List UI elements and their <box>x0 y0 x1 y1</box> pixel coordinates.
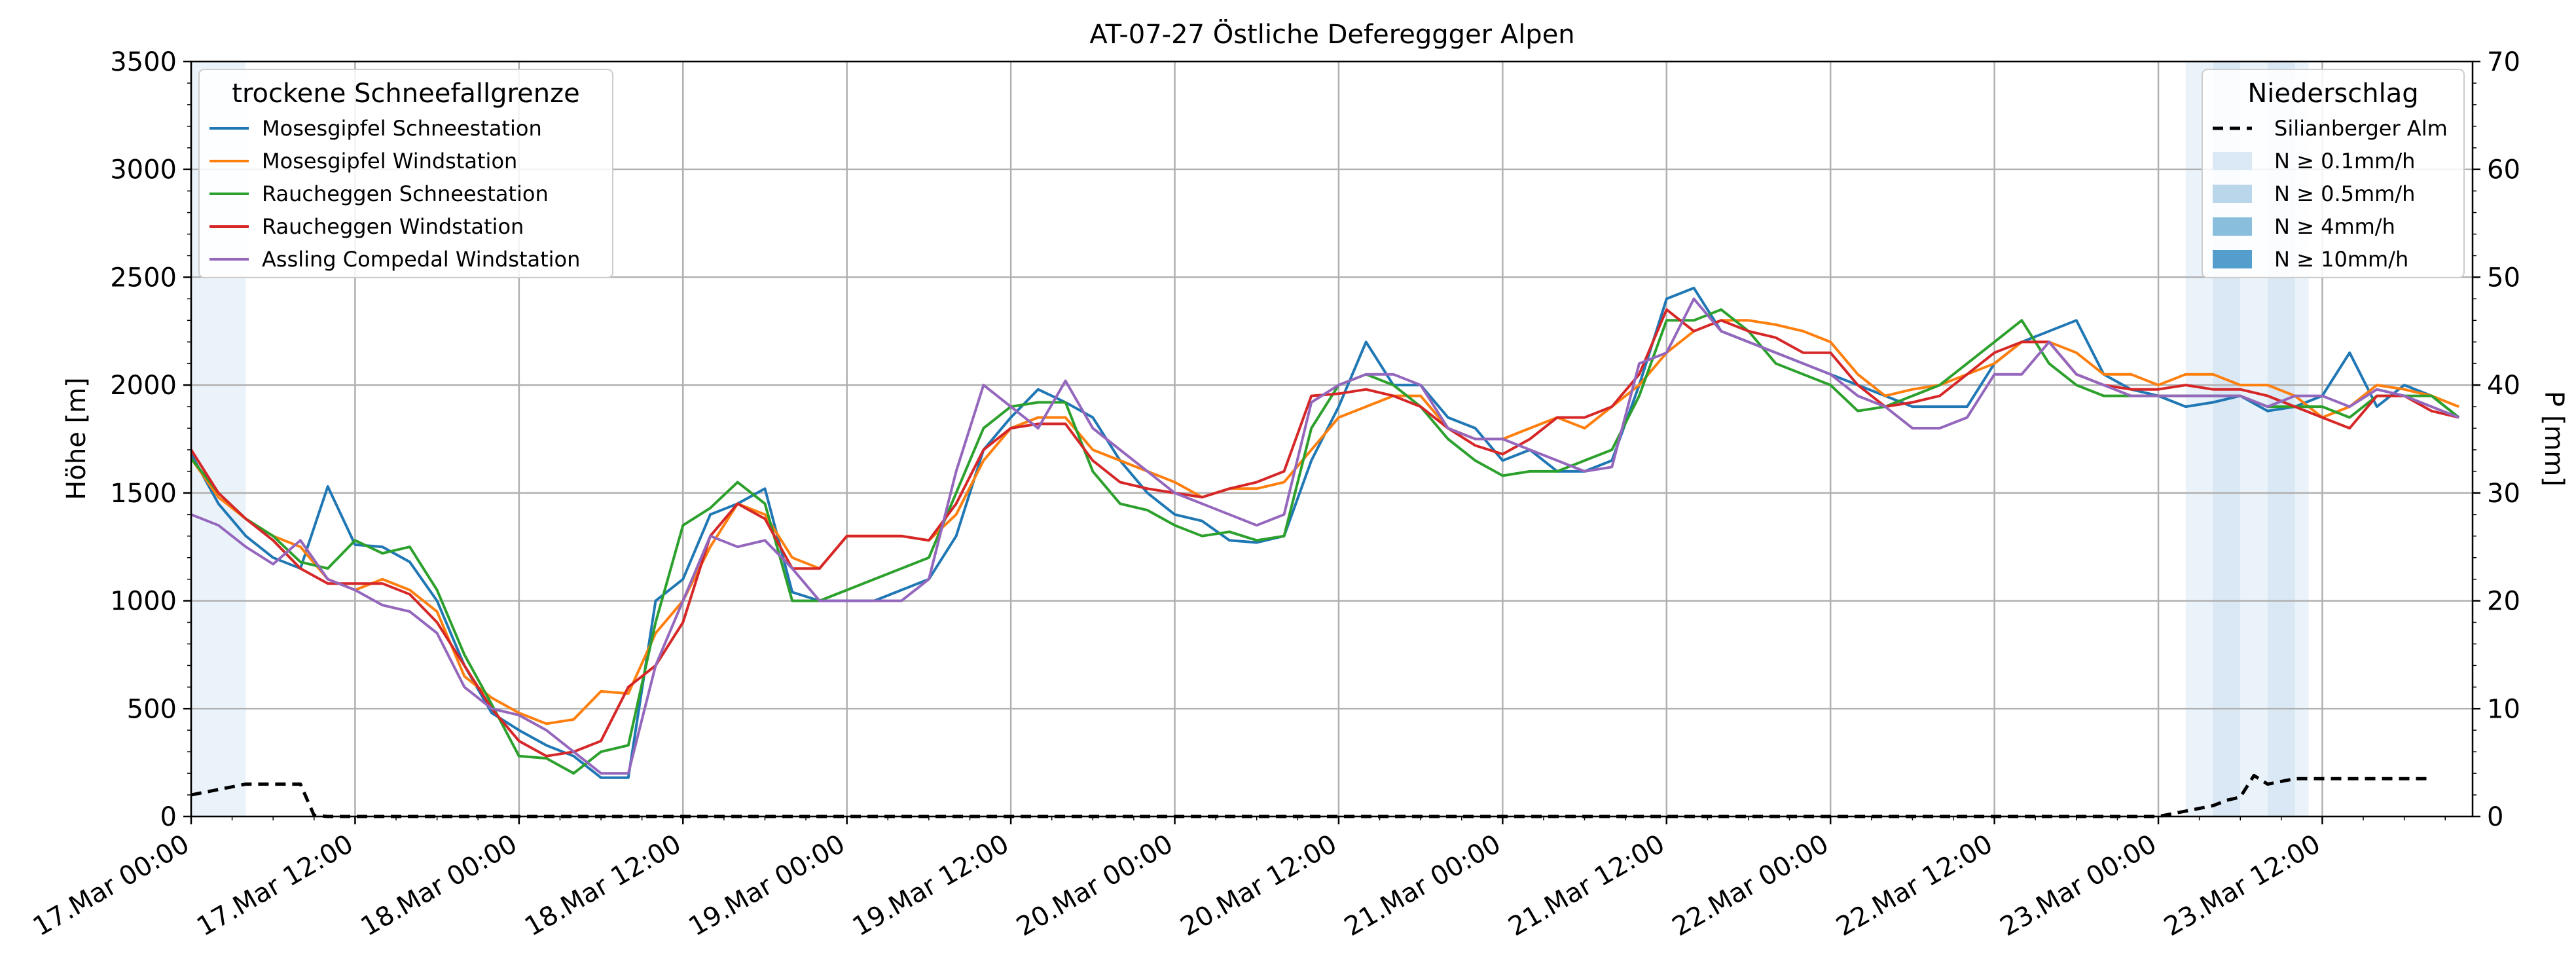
legend-right-label-3: N ≥ 4mm/h <box>2274 214 2395 239</box>
legend-right-title: Niederschlag <box>2247 79 2418 109</box>
y-axis-ticks: 0 500 1000 1500 2000 2500 3000 3500 <box>110 47 191 832</box>
y2-tick-label-6: 60 <box>2487 155 2520 185</box>
plot-frame <box>190 60 2474 818</box>
legend-right-swatch-4 <box>2213 250 2252 268</box>
legend-left-label-4: Assling Compedal Windstation <box>262 247 580 272</box>
y-axis-label: Höhe [m] <box>62 377 92 500</box>
legend-right-label-0: Silianberger Alm <box>2274 116 2448 141</box>
y-tick-label-7: 3500 <box>110 47 177 77</box>
y2-tick-label-5: 50 <box>2487 263 2520 293</box>
y-tick-label-2: 1000 <box>110 587 177 617</box>
series-line-1 <box>190 319 2459 725</box>
legend-right-swatch-3 <box>2213 217 2252 236</box>
y2-tick-label-4: 40 <box>2487 371 2520 401</box>
y2-tick-label-3: 30 <box>2487 479 2520 509</box>
legend-right-swatch-2 <box>2213 185 2252 203</box>
legend-right-frame <box>2202 69 2465 278</box>
legend-right-swatch-1 <box>2213 152 2252 170</box>
legend-right-label-2: N ≥ 0.5mm/h <box>2274 181 2415 206</box>
legend-right-items: Silianberger Alm N ≥ 0.1mm/h N ≥ 0.5mm/h N … <box>2213 116 2448 272</box>
y2-axis-ticks: 0 10 20 30 40 50 60 70 <box>2473 47 2520 832</box>
chart-title: AT-07-27 Östliche Defereggger Alpen <box>1089 18 1574 50</box>
legend-right-label-4: N ≥ 10mm/h <box>2274 247 2408 272</box>
legend-left-label-2: Raucheggen Schneestation <box>262 181 549 206</box>
y2-tick-label-0: 0 <box>2487 802 2503 832</box>
legend-left-label-3: Raucheggen Windstation <box>262 214 524 239</box>
y2-axis-label: P [mm] <box>2539 391 2569 486</box>
legend-left-title: trockene Schneefallgrenze <box>232 79 579 109</box>
legend-left: trockene Schneefallgrenze Mosesgipfel Sc… <box>198 69 613 278</box>
y-tick-label-3: 1500 <box>110 479 177 509</box>
legend-right: Niederschlag Silianberger Alm N ≥ 0.1mm/h… <box>2202 69 2465 278</box>
y-tick-label-0: 0 <box>160 802 177 832</box>
legend-left-label-1: Mosesgipfel Windstation <box>262 149 517 174</box>
y-tick-label-1: 500 <box>127 694 177 724</box>
series-line-2 <box>190 308 2460 775</box>
y2-tick-label-1: 10 <box>2487 694 2520 724</box>
y-tick-label-6: 3000 <box>110 155 177 185</box>
legend-left-label-0: Mosesgipfel Schneestation <box>262 116 542 141</box>
legend-right-label-1: N ≥ 0.1mm/h <box>2274 149 2415 174</box>
y-tick-label-4: 2000 <box>110 371 177 401</box>
legend-left-frame <box>198 69 613 278</box>
y2-tick-label-2: 20 <box>2487 587 2520 617</box>
series-line-4 <box>190 297 2459 775</box>
legend-left-items: Mosesgipfel Schneestation Mosesgipfel Win… <box>209 116 580 272</box>
y2-tick-label-7: 70 <box>2487 47 2520 77</box>
y-tick-label-5: 2500 <box>110 263 177 293</box>
